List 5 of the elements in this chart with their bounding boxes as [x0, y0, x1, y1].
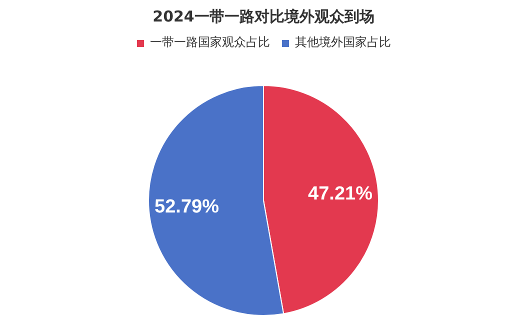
legend-label: 一带一路国家观众占比 — [150, 34, 270, 51]
data-label: 52.79% — [154, 196, 220, 218]
legend-label: 其他境外国家占比 — [295, 34, 391, 51]
chart-title: 2024一带一路对比境外观众到场 — [152, 8, 374, 26]
data-label: 47.21% — [308, 183, 373, 204]
